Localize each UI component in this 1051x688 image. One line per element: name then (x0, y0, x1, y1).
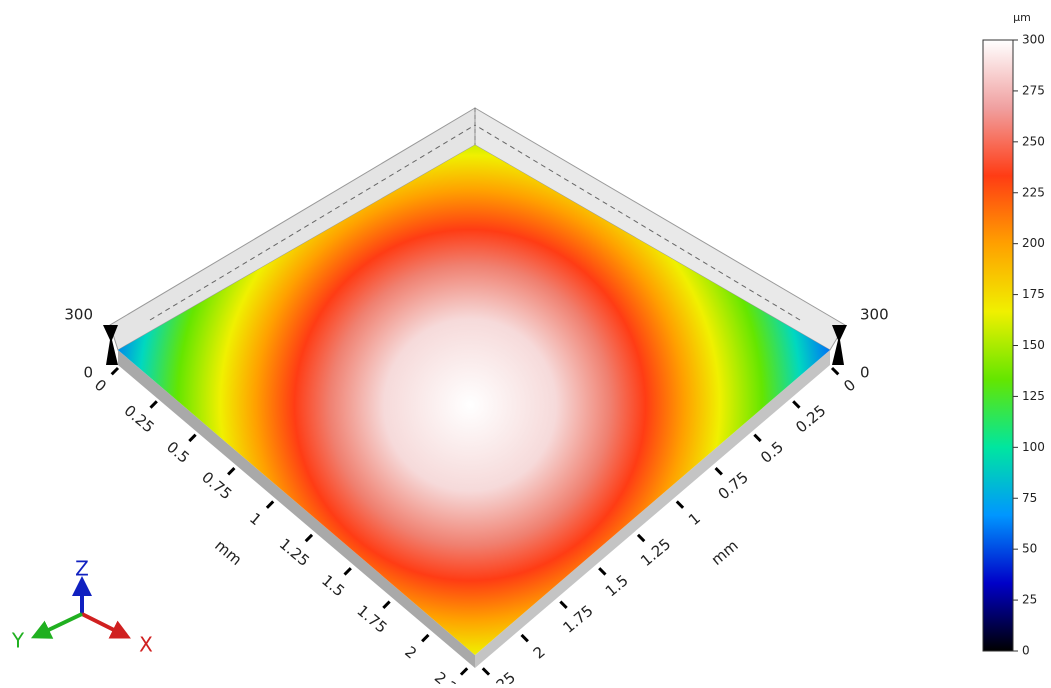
colorbar-tick-label: 250 (1022, 134, 1045, 148)
colorbar-tick-label: 100 (1022, 440, 1045, 454)
axis-tick-label: 0 (840, 376, 859, 396)
triad-x (82, 614, 122, 634)
colorbar-tick-label: 125 (1022, 389, 1045, 403)
colorbar-tick-label: 225 (1022, 185, 1045, 199)
axis-tick (677, 501, 683, 507)
colorbar (983, 40, 1013, 651)
axis-tick (189, 435, 195, 441)
axis-tick-label: 0.5 (163, 438, 193, 467)
axis-tick-label: 1 (246, 509, 265, 529)
axis-tick (483, 668, 489, 674)
axis-tick (306, 535, 312, 541)
triad-y (40, 614, 82, 634)
z-tick-label: 300 (64, 306, 93, 324)
colorbar-tick-label: 0 (1022, 644, 1030, 658)
z-tick-label: 0 (860, 364, 870, 382)
axis-tick (716, 468, 722, 474)
axis-tick-label: 2 (530, 643, 549, 663)
colorbar-unit: µm (1013, 11, 1031, 24)
z-tick-label: 300 (860, 306, 889, 324)
triad-label: Z (75, 557, 89, 581)
axis-tick-label: 2.25 (482, 668, 519, 684)
axis-label: mm (708, 536, 742, 569)
axis-tick (461, 668, 467, 674)
axis-tick (599, 568, 605, 574)
axis-tick (560, 602, 566, 608)
axis-tick-label: 2 (401, 643, 420, 663)
colorbar-tick-label: 75 (1022, 491, 1037, 505)
axis-tick (267, 501, 273, 507)
axis-tick (422, 635, 428, 641)
triad-label: Y (11, 629, 25, 653)
axis-tick (228, 468, 234, 474)
colorbar-tick-label: 25 (1022, 593, 1037, 607)
colorbar-tick-label: 150 (1022, 338, 1045, 352)
axis-tick-label: 0 (91, 376, 110, 396)
triad-label: X (139, 633, 153, 657)
axis-tick (832, 368, 838, 374)
chart: Z X Y mm mm µm 0255075100125150175200225… (0, 0, 1051, 684)
axis-tick-label: 1.5 (602, 571, 632, 600)
axis-tick-label: 1 (685, 509, 704, 529)
axis-tick (383, 602, 389, 608)
axis-tick (638, 535, 644, 541)
colorbar-tick-label: 300 (1022, 33, 1045, 47)
axis-tick-label: 2.25 (431, 668, 468, 684)
axis-label: mm (211, 536, 245, 569)
axis-tick (754, 435, 760, 441)
surface (118, 145, 830, 655)
colorbar-tick-label: 175 (1022, 287, 1045, 301)
colorbar-tick-label: 275 (1022, 83, 1045, 97)
colorbar-tick-label: 200 (1022, 236, 1045, 250)
axis-tick (151, 401, 157, 407)
axis-tick (112, 368, 118, 374)
axis-tick-label: 0.5 (757, 438, 787, 467)
axis-tick-label: 1.5 (318, 571, 348, 600)
axis-tick (522, 635, 528, 641)
axis-tick (345, 568, 351, 574)
z-tick-label: 0 (83, 364, 93, 382)
colorbar-tick-label: 50 (1022, 542, 1037, 556)
axis-tick (793, 401, 799, 407)
